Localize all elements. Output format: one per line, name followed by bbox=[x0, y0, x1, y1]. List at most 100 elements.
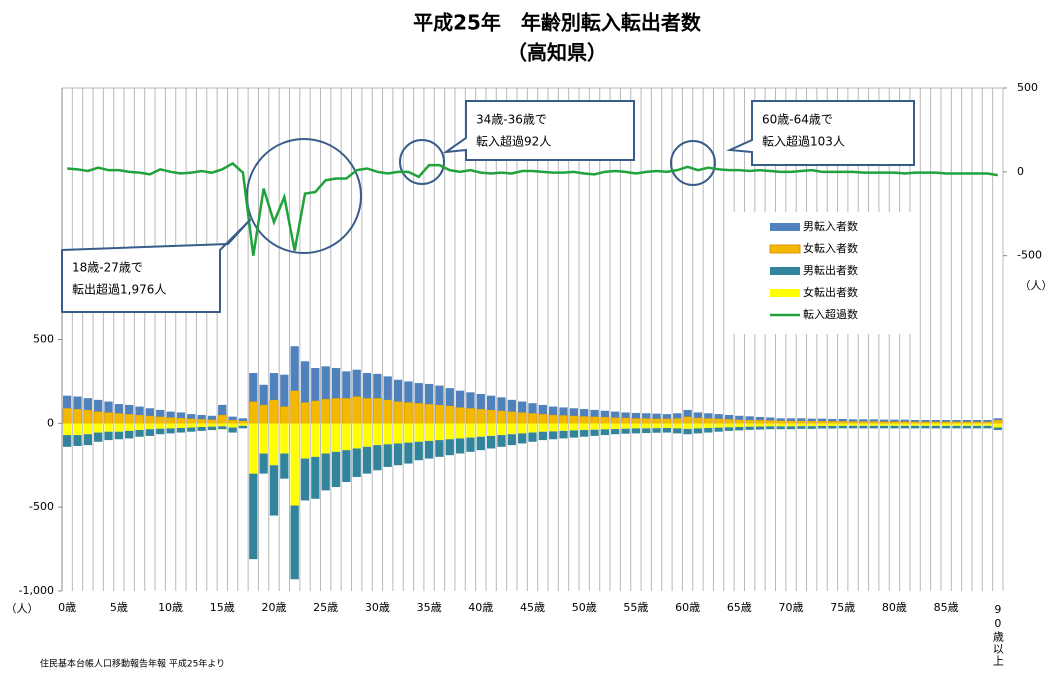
bar bbox=[414, 402, 424, 424]
callout-box bbox=[442, 100, 635, 161]
bar bbox=[248, 401, 258, 424]
bar bbox=[124, 413, 134, 424]
bar bbox=[155, 416, 165, 424]
bar bbox=[518, 423, 527, 434]
bar bbox=[921, 423, 930, 426]
bar bbox=[331, 397, 341, 424]
bar bbox=[145, 423, 155, 430]
bar bbox=[673, 413, 682, 419]
bar bbox=[735, 415, 744, 420]
x-tick-label: 50歳 bbox=[572, 601, 597, 614]
bar bbox=[290, 390, 300, 424]
bar bbox=[807, 418, 816, 421]
bar bbox=[218, 426, 227, 430]
bar bbox=[580, 430, 589, 437]
bar bbox=[466, 407, 475, 424]
x-tick-label: 25歳 bbox=[313, 601, 338, 614]
bar bbox=[197, 414, 206, 420]
bar bbox=[796, 420, 806, 424]
x-tick-label: 75歳 bbox=[830, 601, 855, 614]
bar bbox=[476, 436, 485, 451]
bar bbox=[125, 423, 134, 431]
bar bbox=[600, 416, 610, 424]
bar bbox=[497, 423, 506, 436]
bar bbox=[114, 404, 124, 414]
bar bbox=[83, 398, 92, 410]
bar bbox=[931, 425, 940, 429]
legend-label: 男転入者数 bbox=[803, 220, 858, 233]
y-tick-label: 0 bbox=[47, 416, 54, 429]
bar bbox=[187, 414, 196, 419]
bar bbox=[311, 423, 320, 457]
bar bbox=[507, 423, 516, 435]
bar bbox=[197, 427, 206, 431]
bar bbox=[549, 431, 558, 440]
bar bbox=[931, 421, 941, 424]
bar bbox=[156, 409, 165, 417]
legend-swatch bbox=[770, 267, 800, 275]
bar bbox=[631, 428, 641, 434]
bar bbox=[362, 446, 372, 474]
bar bbox=[745, 423, 754, 427]
bar bbox=[383, 423, 392, 445]
bar bbox=[238, 425, 248, 429]
bar bbox=[125, 404, 134, 415]
bar bbox=[476, 408, 486, 424]
bar bbox=[817, 420, 827, 424]
y2-axis-unit: （人） bbox=[1020, 279, 1053, 292]
bar bbox=[93, 411, 103, 424]
bar bbox=[455, 438, 465, 454]
bar bbox=[114, 423, 124, 432]
bar bbox=[631, 418, 641, 424]
bar bbox=[207, 415, 217, 420]
bar bbox=[176, 423, 186, 429]
x-tick-label: 80歳 bbox=[882, 601, 907, 614]
bar bbox=[218, 423, 227, 427]
bar bbox=[228, 416, 237, 420]
bar bbox=[269, 465, 279, 516]
bar bbox=[600, 410, 610, 417]
bar bbox=[228, 423, 237, 428]
bar bbox=[983, 425, 992, 429]
bar bbox=[662, 414, 672, 419]
bar bbox=[828, 418, 837, 422]
bar bbox=[548, 414, 558, 424]
bar bbox=[300, 423, 310, 459]
bar bbox=[280, 423, 289, 454]
bar bbox=[497, 410, 506, 424]
bar bbox=[528, 423, 537, 433]
bar bbox=[497, 435, 506, 447]
bar bbox=[776, 420, 786, 424]
bar bbox=[559, 423, 568, 431]
bar bbox=[352, 369, 361, 397]
source-note: 住民基本台帳人口移動報告年報 平成25年より bbox=[40, 658, 225, 670]
bar bbox=[900, 419, 909, 422]
bar bbox=[559, 414, 568, 424]
x-tick-label: 90歳以上 bbox=[991, 603, 1004, 667]
bar bbox=[611, 411, 620, 418]
bar bbox=[755, 419, 765, 424]
bar bbox=[187, 427, 196, 432]
x-tick-label: 15歳 bbox=[210, 601, 235, 614]
bar bbox=[652, 428, 661, 433]
bar bbox=[362, 373, 372, 399]
bar bbox=[797, 423, 806, 427]
y-tick-label: 500 bbox=[33, 333, 54, 346]
bar bbox=[683, 416, 693, 424]
bar bbox=[342, 450, 351, 483]
bar bbox=[73, 423, 82, 436]
bar bbox=[435, 440, 444, 457]
bar bbox=[300, 458, 310, 501]
bar bbox=[94, 399, 103, 412]
bar bbox=[342, 423, 351, 451]
bar bbox=[973, 423, 982, 426]
bar bbox=[797, 418, 806, 421]
bar bbox=[683, 423, 692, 429]
bar bbox=[372, 397, 382, 424]
callout-box bbox=[726, 100, 915, 166]
bar bbox=[724, 414, 734, 420]
x-tick-label: 70歳 bbox=[779, 601, 804, 614]
y2-tick-label: 500 bbox=[1017, 81, 1038, 94]
bar bbox=[631, 412, 641, 419]
